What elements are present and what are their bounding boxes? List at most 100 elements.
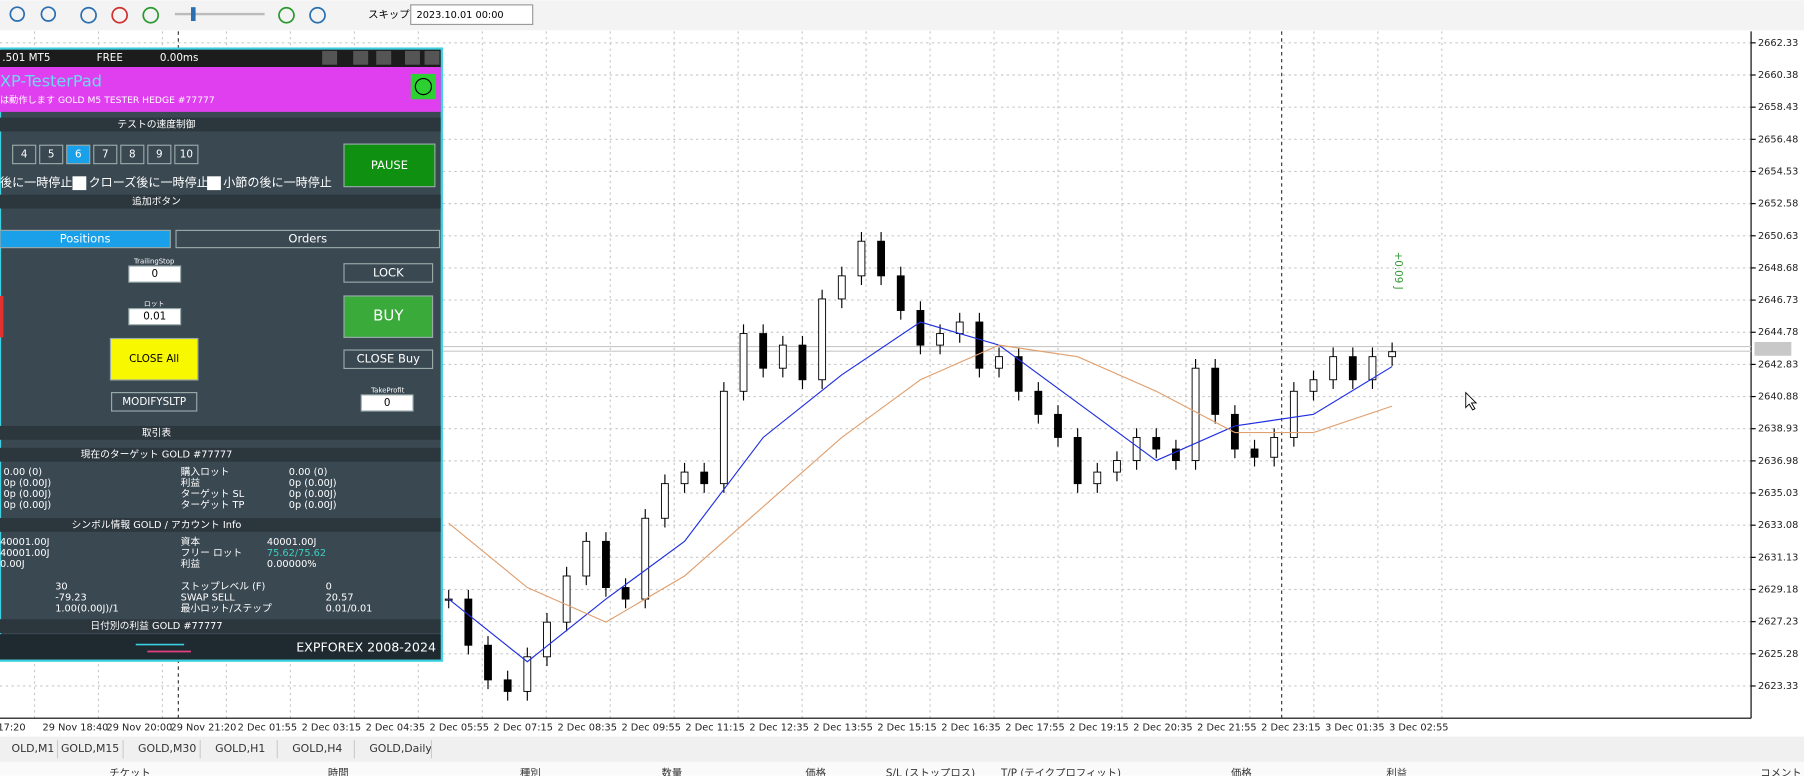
candle xyxy=(1152,437,1161,450)
candle xyxy=(700,471,709,485)
column-header[interactable]: 時間 xyxy=(328,767,349,776)
info-cell: 最小ロット/ステップ xyxy=(181,602,272,614)
column-header[interactable]: 価格 xyxy=(805,766,826,776)
price-label: 2629.18 xyxy=(1758,585,1798,596)
candle xyxy=(1034,390,1043,415)
stop-button[interactable] xyxy=(111,6,128,24)
close-all-button[interactable] xyxy=(109,337,199,381)
modify-button[interactable] xyxy=(111,392,198,412)
checkbox-label[interactable]: クローズ後に一時停止 xyxy=(89,175,209,190)
candle xyxy=(1309,379,1318,392)
symbol-tab[interactable]: GOLD,H1 xyxy=(215,742,265,755)
price-label: 2644.78 xyxy=(1758,327,1798,338)
slider-thumb[interactable] xyxy=(190,7,196,21)
info-cell: 資本 xyxy=(181,535,201,548)
column-header[interactable]: 利益 xyxy=(1386,766,1407,776)
column-header[interactable]: 種別 xyxy=(520,766,541,776)
close-all-button-label[interactable]: CLOSE All xyxy=(129,353,179,365)
speed-button[interactable] xyxy=(12,144,37,165)
sell-button[interactable] xyxy=(0,295,4,338)
zoom-out[interactable] xyxy=(40,6,57,22)
close-buy-button-label[interactable]: CLOSE Buy xyxy=(357,352,420,366)
close-button[interactable] xyxy=(424,50,440,65)
rewind-button[interactable] xyxy=(142,6,160,24)
speed-button[interactable] xyxy=(147,144,172,165)
help-button[interactable] xyxy=(353,50,369,65)
column-header[interactable]: 価格 xyxy=(1231,766,1252,776)
pause-button[interactable] xyxy=(343,143,436,188)
field-label: ロット xyxy=(144,300,165,308)
settings-button[interactable] xyxy=(376,50,392,65)
candle xyxy=(1348,356,1357,381)
candle xyxy=(857,240,866,277)
pause-button-label[interactable]: PAUSE xyxy=(371,158,408,172)
speed-button-label[interactable]: 5 xyxy=(48,148,55,160)
speed-button-label[interactable]: 4 xyxy=(21,148,28,160)
speed-button-label[interactable]: 6 xyxy=(75,148,82,160)
zoom-in[interactable] xyxy=(9,6,26,22)
lock-button-label[interactable]: LOCK xyxy=(373,265,404,279)
speed-button[interactable] xyxy=(66,144,91,165)
candle xyxy=(680,471,689,485)
tab[interactable] xyxy=(0,229,171,249)
buy-button-label[interactable]: BUY xyxy=(373,307,404,325)
panel-titlebar xyxy=(0,49,441,68)
symbol-tab[interactable]: GOLD,Daily xyxy=(369,742,432,755)
tp-input[interactable] xyxy=(360,394,414,412)
pause-button[interactable] xyxy=(80,6,97,24)
column-header[interactable]: コメント xyxy=(1760,767,1801,776)
price-label: 2631.13 xyxy=(1758,552,1798,563)
column-header[interactable]: チケット xyxy=(109,767,150,776)
tab-label[interactable]: Positions xyxy=(60,232,111,246)
speed-button-label[interactable]: 7 xyxy=(102,148,109,160)
lock-button[interactable] xyxy=(343,263,434,283)
speed-button-label[interactable]: 10 xyxy=(180,148,193,160)
checkbox[interactable] xyxy=(207,176,221,191)
section-title: 現在のターゲット GOLD #77777 xyxy=(81,449,233,461)
checkbox[interactable] xyxy=(72,176,87,191)
price-label: 2627.23 xyxy=(1758,617,1798,628)
modify-button-label[interactable]: MODIFYSLTP xyxy=(122,396,186,408)
price-label: 2635.03 xyxy=(1758,488,1798,499)
info-cell: 0p (0.00J) xyxy=(289,489,337,500)
tab-label[interactable]: Orders xyxy=(288,232,327,246)
step-button[interactable] xyxy=(309,6,326,24)
symbol-tab[interactable]: OLD,M1 xyxy=(12,742,55,755)
forward-button[interactable] xyxy=(278,6,295,24)
symbol-tab[interactable]: GOLD,H4 xyxy=(292,742,342,755)
lot-input[interactable] xyxy=(128,308,182,326)
skip-label[interactable]: スキップ xyxy=(368,9,410,21)
date-input[interactable] xyxy=(410,4,534,26)
time-label: 2 Dec 09:55 xyxy=(621,722,680,733)
speed-button-label[interactable]: 9 xyxy=(156,148,163,160)
tp-input-label[interactable]: 0 xyxy=(384,397,391,409)
candle xyxy=(1073,437,1082,485)
column-header[interactable]: T/P (テイクプロフィット) xyxy=(1000,767,1121,776)
minimize-button[interactable] xyxy=(404,50,420,65)
buy-button[interactable] xyxy=(343,295,434,338)
symbol-tab[interactable]: GOLD,M30 xyxy=(138,742,196,755)
lot-input-label[interactable]: 0.01 xyxy=(143,311,166,323)
candle xyxy=(582,540,591,577)
close-buy-button[interactable] xyxy=(343,349,434,370)
speed-button-label[interactable]: 8 xyxy=(129,148,136,160)
speed-button[interactable] xyxy=(174,144,199,165)
candle xyxy=(877,240,886,277)
candle xyxy=(1113,460,1121,473)
price-label: 2662.33 xyxy=(1758,38,1798,49)
checkbox-label[interactable]: 後に一時停止 xyxy=(0,175,72,190)
column-header[interactable]: 数量 xyxy=(662,766,683,776)
toolbar xyxy=(0,0,1804,31)
speed-button[interactable] xyxy=(120,144,145,165)
trailing-input-label[interactable]: 0 xyxy=(151,268,158,280)
time-label: 2 Dec 01:55 xyxy=(238,722,297,733)
symbol-tab[interactable]: GOLD,M15 xyxy=(61,742,119,755)
tab[interactable] xyxy=(175,229,441,249)
trailing-input[interactable] xyxy=(128,265,182,283)
info-button[interactable] xyxy=(322,50,338,65)
column-header[interactable]: S/L (ストップロス) xyxy=(886,767,975,776)
speed-button[interactable] xyxy=(39,144,64,165)
checkbox-label[interactable]: 小節の後に一時停止 xyxy=(223,175,332,190)
speed-button[interactable] xyxy=(93,144,118,165)
